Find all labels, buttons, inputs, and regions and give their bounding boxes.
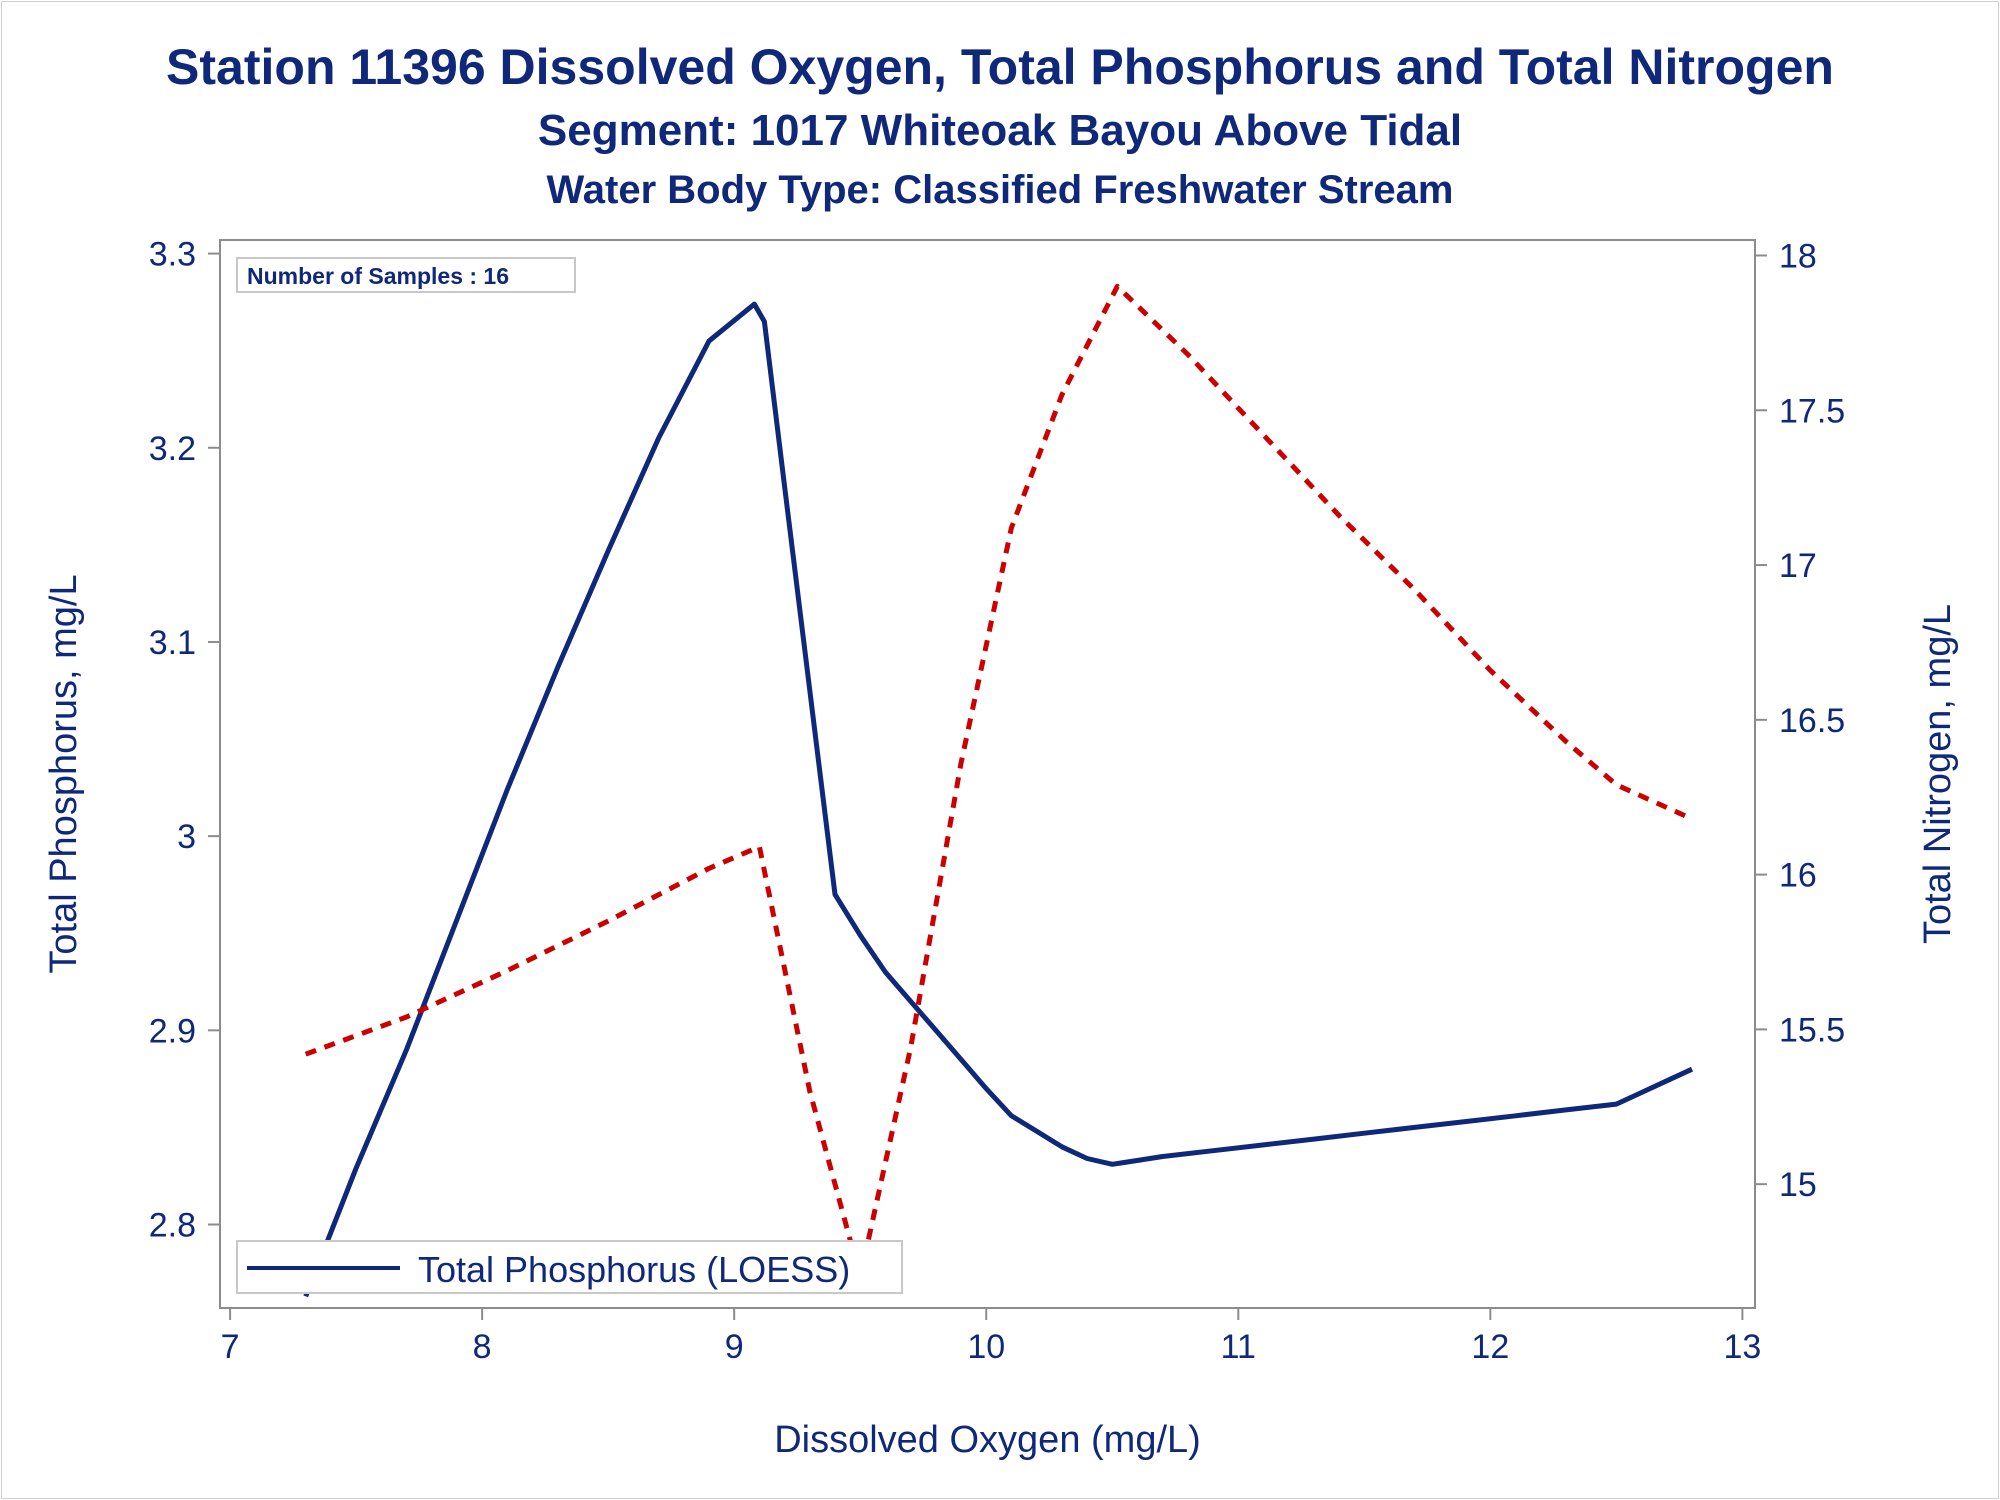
y-tick-label: 3.2	[149, 430, 196, 468]
y2-tick-label: 15	[1779, 1166, 1817, 1204]
x-tick-label: 13	[1723, 1328, 1761, 1366]
y2-tick-label: 15.5	[1779, 1011, 1845, 1049]
x-tick-label: 10	[967, 1328, 1005, 1366]
samples-inset-box	[236, 257, 576, 293]
series-line-nitrogen	[304, 283, 1694, 1280]
y2-tick-label: 16	[1779, 857, 1817, 895]
x-axis-label: Dissolved Oxygen (mg/L)	[774, 1419, 1201, 1461]
chart-title: Station 11396 Dissolved Oxygen, Total Ph…	[166, 39, 1834, 95]
legend: Total Phosphorus (LOESS)	[236, 1240, 903, 1294]
series-layer	[303, 283, 1694, 1298]
chart-subtitle-segment: Segment: 1017 Whiteoak Bayou Above Tidal	[537, 106, 1463, 155]
axis-ticks: 7 8 9 10 11 12 13 2.8 2.9 3 3.1 3.2 3.3 15 15.5 16 16.5 1…	[149, 236, 1845, 1366]
y-tick-label: 3.1	[149, 624, 196, 662]
y-tick-label: 3.3	[149, 236, 196, 274]
x-tick-label: 9	[725, 1328, 744, 1366]
y2-tick-label: 16.5	[1779, 702, 1845, 740]
legend-label-phosphorus: Total Phosphorus (LOESS)	[418, 1249, 850, 1290]
x-tick-label: 12	[1471, 1328, 1509, 1366]
y-tick-label: 2.8	[149, 1207, 196, 1245]
y-axis-label: Total Phosphorus, mg/L	[43, 574, 85, 973]
samples-inset-label: Number of Samples : 16	[247, 263, 509, 289]
plot-area	[219, 239, 1756, 1309]
x-tick-label: 11	[1221, 1328, 1256, 1366]
series-line-phosphorus	[303, 301, 1694, 1298]
y2-tick-label: 18	[1779, 237, 1817, 275]
y-tick-label: 3	[177, 818, 196, 856]
y2-axis-label: Total Nitrogen, mg/L	[1917, 604, 1959, 944]
x-tick-label: 8	[473, 1328, 492, 1366]
legend-box	[236, 1240, 903, 1294]
y2-tick-label: 17.5	[1779, 392, 1845, 430]
y2-tick-label: 17	[1779, 547, 1817, 585]
chart-subtitle-water-body: Water Body Type: Classified Freshwater S…	[546, 168, 1454, 212]
x-tick-label: 7	[221, 1328, 240, 1366]
y-tick-label: 2.9	[149, 1012, 196, 1050]
samples-inset: Number of Samples : 16	[236, 257, 576, 293]
